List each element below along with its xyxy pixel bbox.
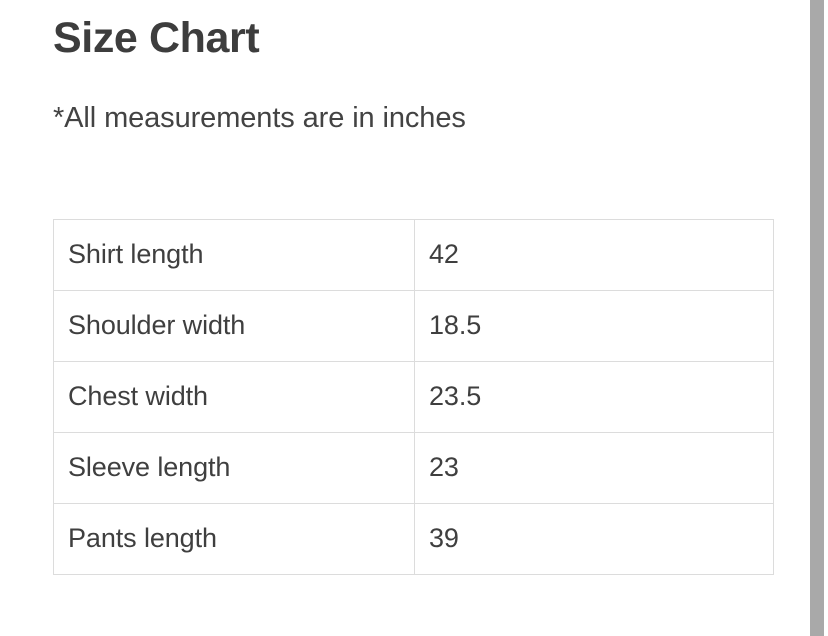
size-table-container: Shirt length 42 Shoulder width 18.5 Ches… xyxy=(53,219,774,575)
table-row: Chest width 23.5 xyxy=(53,361,774,433)
size-chart-table: Shirt length 42 Shoulder width 18.5 Ches… xyxy=(53,219,774,575)
measurement-label-cell: Pants length xyxy=(53,503,415,575)
page-title: Size Chart xyxy=(53,14,260,62)
measurement-label-cell: Shirt length xyxy=(53,219,415,291)
measurement-value-cell: 23 xyxy=(414,432,774,504)
size-table-body: Shirt length 42 Shoulder width 18.5 Ches… xyxy=(53,219,774,575)
measurement-label-cell: Shoulder width xyxy=(53,290,415,362)
measurement-value-cell: 42 xyxy=(414,219,774,291)
measurement-label-cell: Sleeve length xyxy=(53,432,415,504)
measurement-value-cell: 18.5 xyxy=(414,290,774,362)
scrollbar-gutter xyxy=(824,0,828,636)
vertical-scrollbar[interactable] xyxy=(810,0,824,636)
table-row: Pants length 39 xyxy=(53,503,774,575)
measurement-label-cell: Chest width xyxy=(53,361,415,433)
measurement-value-cell: 39 xyxy=(414,503,774,575)
measurement-value-cell: 23.5 xyxy=(414,361,774,433)
table-row: Shirt length 42 xyxy=(53,219,774,291)
page-content: Size Chart *All measurements are in inch… xyxy=(53,14,774,575)
table-row: Sleeve length 23 xyxy=(53,432,774,504)
measurement-units-note: *All measurements are in inches xyxy=(53,102,466,134)
table-row: Shoulder width 18.5 xyxy=(53,290,774,362)
